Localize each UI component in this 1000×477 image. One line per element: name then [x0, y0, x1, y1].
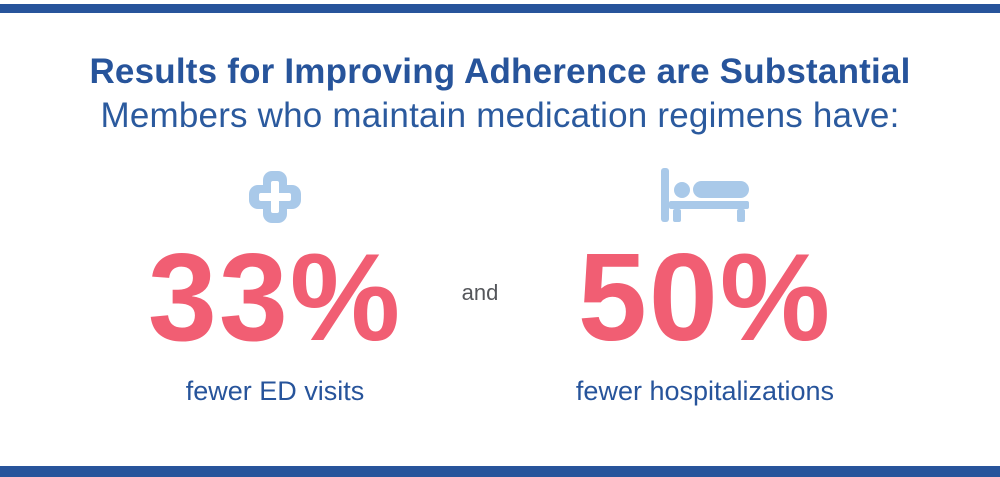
page-subtitle: Members who maintain medication regimens… [100, 96, 900, 135]
stat-value: 50% [577, 229, 833, 367]
hospital-bed-icon [659, 168, 751, 226]
conjunction-and: and [461, 280, 499, 305]
medical-cross-icon [247, 168, 303, 226]
page-title: Results for Improving Adherence are Subs… [89, 52, 911, 91]
stat-label: fewer hospitalizations [575, 375, 835, 406]
stat-value: 33% [147, 229, 403, 367]
stat-hospitalizations: 50% fewer hospitalizations [515, 168, 895, 407]
stats-row: 33% fewer ED visits and 50% fewer hospit… [0, 168, 1000, 407]
stat-label: fewer ED visits [185, 375, 365, 406]
top-border-bar [0, 4, 1000, 13]
bottom-border-bar [0, 466, 1000, 477]
stat-ed-visits: 33% fewer ED visits [105, 168, 445, 407]
